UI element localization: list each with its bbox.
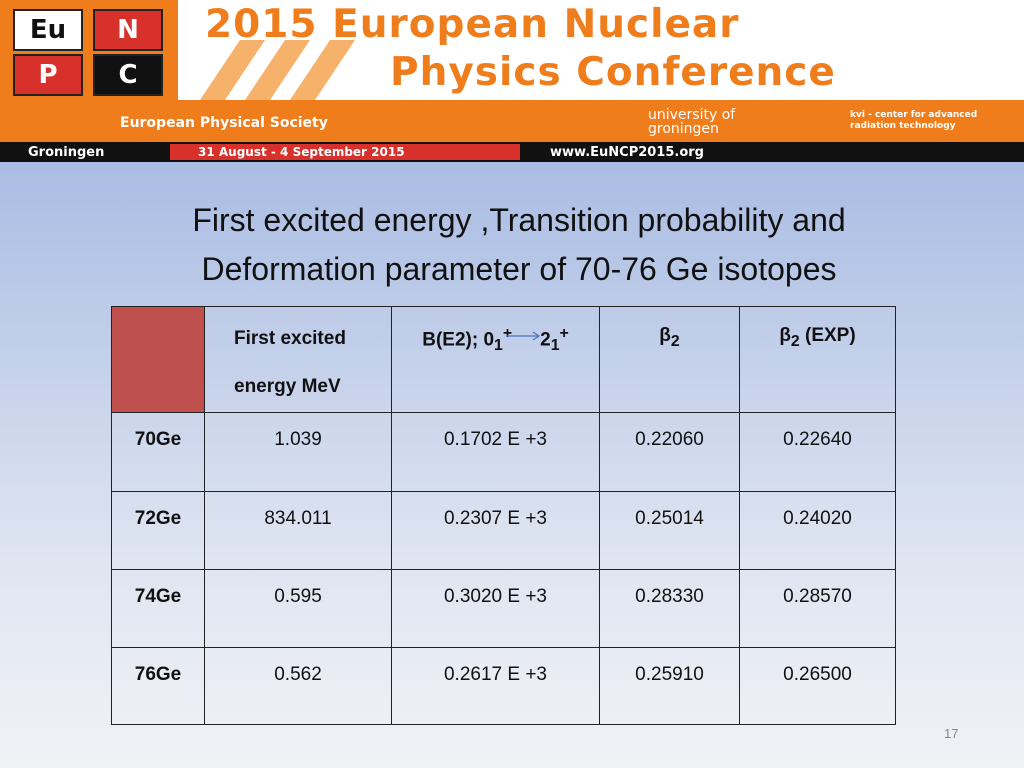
website: www.EuNCP2015.org [550,145,704,160]
be2-text: 2 [540,329,551,351]
value-cell: 0.22640 [739,412,896,492]
header-row: First excited energy MeV B(E2); 01+ 21+ β2… [111,306,896,413]
beta-sub: 2 [670,332,680,350]
header-cell: B(E2); 01+ 21+ [391,306,600,413]
isotope-cell: 74Ge [111,569,205,648]
isotope-cell: 70Ge [111,412,205,492]
logo-letter: P [13,54,83,96]
beta-sub: 2 [790,332,800,350]
value-cell: 0.28330 [599,569,740,648]
value-cell: 0.28570 [739,569,896,648]
value-cell: 0.1702 E +3 [391,412,600,492]
university-line: groningen [648,121,719,137]
table-row: 74Ge 0.595 0.3020 E +3 0.28330 0.28570 [111,569,896,648]
value-cell: 0.3020 E +3 [391,569,600,648]
university-line: university of [648,107,736,123]
arrow [506,331,541,341]
table-row: 76Ge 0.562 0.2617 E +3 0.25910 0.26500 [111,647,896,725]
header-cell: β2 [599,306,740,413]
value-cell: 0.24020 [739,491,896,570]
value-cell: 0.562 [204,647,392,725]
table-row: 70Ge 1.039 0.1702 E +3 0.22060 0.22640 [111,412,896,492]
beta-suffix: (EXP) [799,325,856,346]
isotope-cell: 72Ge [111,491,205,570]
value-cell: 834.011 [204,491,392,570]
value-cell: 0.22060 [599,412,740,492]
value-cell: 0.25910 [599,647,740,725]
logo-letter: Eu [13,9,83,51]
be2-sub: 1 [494,337,503,355]
kvi-line: kvi - center for advanced [850,110,978,120]
value-cell: 0.25014 [599,491,740,570]
dates: 31 August - 4 September 2015 [198,145,405,159]
banner-title: Physics Conference [390,50,836,95]
be2-sub: 1 [550,337,560,355]
logo-letter: N [93,9,163,51]
logo-letter: C [93,54,163,96]
data-table: First excited energy MeV B(E2); 01+ 21+ β2… [111,306,896,725]
beta: β [779,325,791,346]
title-line: First excited energy ,Transition probabi… [192,202,846,238]
corner-cell [111,306,205,413]
kvi-line: radiation technology [850,121,956,131]
banner-title: 2015 European Nuclear [205,2,740,47]
header-cell: First excited energy MeV [204,306,392,413]
table-row: 72Ge 834.011 0.2307 E +3 0.25014 0.24020 [111,491,896,570]
value-cell: 0.2617 E +3 [391,647,600,725]
page-number: 17 [944,726,959,741]
society: European Physical Society [120,115,328,131]
be2-text: B(E2); 0 [422,329,495,351]
header-line: energy MeV [234,376,341,397]
value-cell: 0.595 [204,569,392,648]
beta: β [659,325,671,346]
title-line: Deformation parameter of 70-76 Ge isotop… [201,251,837,287]
stripes [200,40,355,100]
slide-title: First excited energy ,Transition probabi… [0,196,1024,294]
isotope-cell: 76Ge [111,647,205,725]
city: Groningen [28,145,105,160]
value-cell: 0.2307 E +3 [391,491,600,570]
be2-sup: + [559,325,569,342]
kvi: kvi - center for advanced radiation techn… [850,110,977,132]
header-cell: β2 (EXP) [739,306,896,413]
value-cell: 0.26500 [739,647,896,725]
value-cell: 1.039 [204,412,392,492]
be2-sup: + [502,325,513,342]
info-bar-red [170,144,520,160]
header-line: First excited [234,328,346,349]
university: university of groningen [648,108,735,136]
